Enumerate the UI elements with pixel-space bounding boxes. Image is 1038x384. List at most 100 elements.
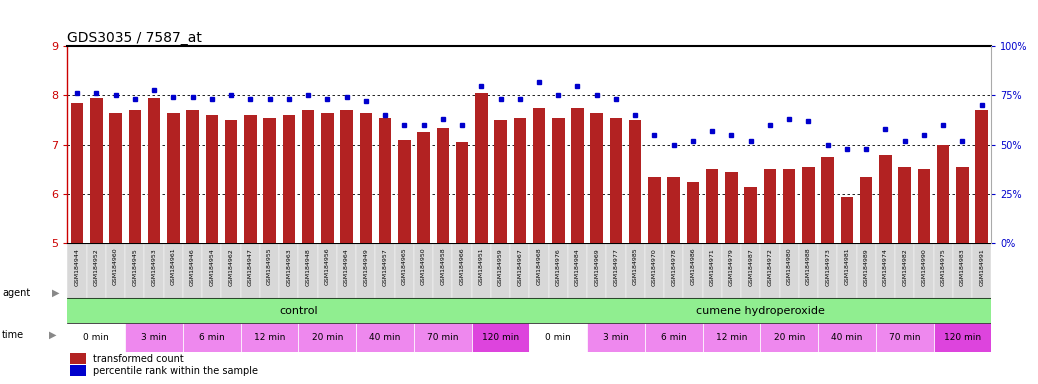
- Text: 120 min: 120 min: [482, 333, 519, 342]
- Bar: [221, 243, 241, 298]
- Bar: [299, 243, 318, 298]
- Bar: [67, 323, 126, 352]
- Bar: [588, 323, 645, 352]
- Bar: [744, 187, 757, 243]
- Text: 70 min: 70 min: [889, 333, 921, 342]
- Bar: [645, 323, 703, 352]
- Bar: [90, 98, 103, 243]
- Bar: [818, 323, 876, 352]
- Bar: [414, 323, 471, 352]
- Text: GSM184949: GSM184949: [363, 248, 368, 286]
- Bar: [514, 118, 526, 243]
- Text: 12 min: 12 min: [254, 333, 285, 342]
- Bar: [260, 243, 279, 298]
- Bar: [914, 243, 933, 298]
- Text: GSM184990: GSM184990: [922, 248, 927, 286]
- Bar: [437, 127, 449, 243]
- Bar: [318, 243, 337, 298]
- Bar: [202, 243, 221, 298]
- Bar: [244, 115, 256, 243]
- Bar: [379, 118, 391, 243]
- Bar: [703, 323, 760, 352]
- Bar: [491, 243, 510, 298]
- Bar: [494, 120, 507, 243]
- Bar: [799, 243, 818, 298]
- Text: GSM184976: GSM184976: [555, 248, 561, 286]
- Text: GSM184968: GSM184968: [537, 248, 542, 285]
- Bar: [475, 93, 488, 243]
- Text: GDS3035 / 7587_at: GDS3035 / 7587_at: [67, 31, 202, 45]
- Bar: [703, 243, 721, 298]
- Bar: [859, 177, 873, 243]
- Text: GSM184956: GSM184956: [325, 248, 330, 285]
- Text: GSM184986: GSM184986: [690, 248, 695, 285]
- Bar: [899, 167, 911, 243]
- Bar: [764, 169, 776, 243]
- Bar: [394, 243, 414, 298]
- Text: GSM184946: GSM184946: [190, 248, 195, 286]
- Text: GSM184974: GSM184974: [883, 248, 887, 286]
- Text: 40 min: 40 min: [370, 333, 401, 342]
- Bar: [183, 323, 241, 352]
- Bar: [529, 243, 549, 298]
- Bar: [70, 353, 86, 364]
- Bar: [956, 167, 968, 243]
- Bar: [67, 243, 87, 298]
- Bar: [398, 140, 411, 243]
- Bar: [414, 243, 433, 298]
- Bar: [783, 169, 795, 243]
- Text: GSM184959: GSM184959: [498, 248, 503, 286]
- Bar: [838, 243, 856, 298]
- Bar: [588, 243, 606, 298]
- Text: cumene hydroperoxide: cumene hydroperoxide: [695, 306, 825, 316]
- Text: 40 min: 40 min: [831, 333, 863, 342]
- Bar: [279, 243, 299, 298]
- Bar: [856, 243, 876, 298]
- Text: 12 min: 12 min: [716, 333, 747, 342]
- Text: GSM184944: GSM184944: [75, 248, 80, 286]
- Text: 3 min: 3 min: [141, 333, 167, 342]
- Text: GSM184958: GSM184958: [440, 248, 445, 285]
- Text: GSM184961: GSM184961: [171, 248, 175, 285]
- Bar: [71, 103, 83, 243]
- Bar: [933, 323, 991, 352]
- Text: ▶: ▶: [49, 330, 56, 340]
- Bar: [144, 243, 164, 298]
- Bar: [976, 110, 988, 243]
- Text: 6 min: 6 min: [661, 333, 686, 342]
- Bar: [241, 243, 260, 298]
- Bar: [87, 243, 106, 298]
- Text: GSM184978: GSM184978: [672, 248, 676, 286]
- Bar: [876, 243, 895, 298]
- Bar: [359, 113, 372, 243]
- Text: GSM184973: GSM184973: [825, 248, 830, 286]
- Bar: [167, 113, 180, 243]
- Bar: [70, 366, 86, 376]
- Bar: [337, 243, 356, 298]
- Text: 70 min: 70 min: [427, 333, 459, 342]
- Bar: [529, 298, 991, 323]
- Bar: [164, 243, 183, 298]
- Text: 0 min: 0 min: [545, 333, 571, 342]
- Bar: [606, 243, 626, 298]
- Text: GSM184972: GSM184972: [767, 248, 772, 286]
- Text: GSM184988: GSM184988: [805, 248, 811, 285]
- Bar: [453, 243, 471, 298]
- Text: GSM184982: GSM184982: [902, 248, 907, 286]
- Text: GSM184953: GSM184953: [152, 248, 157, 286]
- Text: GSM184951: GSM184951: [479, 248, 484, 285]
- Bar: [648, 177, 661, 243]
- Text: GSM184957: GSM184957: [383, 248, 387, 286]
- Bar: [302, 110, 315, 243]
- Bar: [933, 243, 953, 298]
- Bar: [241, 323, 299, 352]
- Bar: [895, 243, 914, 298]
- Bar: [591, 113, 603, 243]
- Text: GSM184966: GSM184966: [460, 248, 465, 285]
- Bar: [456, 142, 468, 243]
- Bar: [626, 243, 645, 298]
- Bar: [687, 182, 700, 243]
- Bar: [129, 110, 141, 243]
- Text: GSM184985: GSM184985: [633, 248, 637, 285]
- Text: GSM184962: GSM184962: [228, 248, 234, 286]
